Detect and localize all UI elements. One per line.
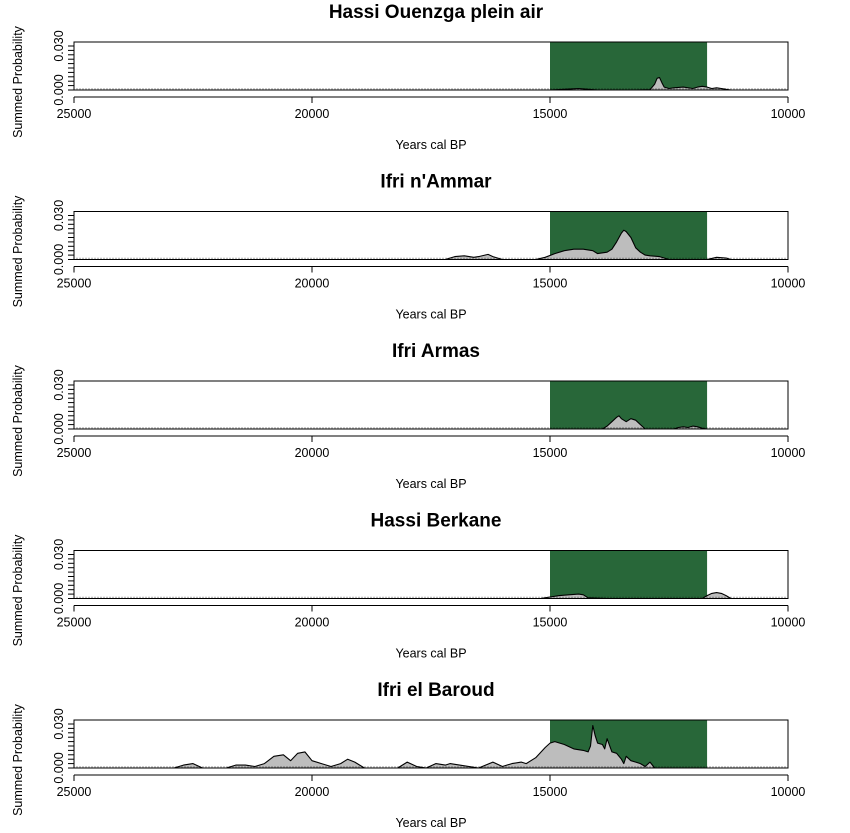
y-tick-label: 0.030 [52,539,66,570]
y-tick-label: 0.030 [52,369,66,400]
highlight-band [550,42,708,90]
x-tick-label: 25000 [57,107,92,121]
x-tick-label: 10000 [771,785,806,799]
plot-frame [73,550,789,599]
density-area [173,724,789,769]
panel-4: Hassi Berkane 0.000 0.030 Summed Probabilit… [11,511,805,661]
highlight-band [550,550,708,599]
y-tick-label: 0.000 [52,413,66,444]
x-axis-label: Years cal BP [395,138,466,152]
x-tick-label: 20000 [295,277,330,291]
x-tick-label: 10000 [771,446,806,460]
x-axis-label: Years cal BP [395,477,466,491]
panel-title: Ifri el Baroud [377,680,494,701]
x-tick-label: 20000 [295,107,330,121]
x-tick-label: 25000 [57,277,92,291]
y-axis-label: Summed Probability [11,364,25,477]
plot-frame [73,380,789,430]
plot-frame [73,41,789,91]
y-axis-label: Summed Probability [11,195,25,308]
x-tick-label: 15000 [533,446,568,460]
panel-5: Ifri el Baroud 0.000 0.030 Summed Probabili… [11,680,805,830]
x-axis-label: Years cal BP [395,308,466,322]
plot-frame [73,719,789,769]
x-tick-label: 10000 [771,616,806,630]
y-axis-label: Summed Probability [11,25,25,138]
y-tick-label: 0.030 [52,708,66,739]
panel-2: Ifri n'Ammar 0.000 0.030 Summed Probability… [11,172,805,322]
y-tick-label: 0.030 [52,30,66,61]
panel-title: Hassi Berkane [371,511,502,532]
x-tick-label: 20000 [295,446,330,460]
x-tick-label: 20000 [295,785,330,799]
x-axis-label: Years cal BP [395,647,466,661]
panel-title: Hassi Ouenzga plein air [329,2,544,23]
x-tick-label: 25000 [57,785,92,799]
y-tick-label: 0.030 [52,200,66,231]
x-axis-label: Years cal BP [395,816,466,830]
panel-3: Ifri Armas 0.000 0.030 Summed Probability 25… [11,341,805,491]
x-tick-label: 15000 [533,616,568,630]
x-tick-label: 10000 [771,277,806,291]
y-axis-label: Summed Probability [11,703,25,816]
y-tick-label: 0.000 [52,74,66,105]
y-tick-label: 0.000 [52,583,66,614]
y-axis-label: Summed Probability [11,534,25,647]
x-tick-label: 15000 [533,107,568,121]
y-tick-label: 0.000 [52,244,66,275]
x-tick-label: 20000 [295,616,330,630]
plot-frame [73,211,789,260]
x-tick-label: 15000 [533,785,568,799]
x-tick-label: 25000 [57,446,92,460]
panel-title: Ifri Armas [392,341,480,362]
y-tick-label: 0.000 [52,752,66,783]
x-tick-label: 15000 [533,277,568,291]
x-tick-label: 25000 [57,616,92,630]
panel-1: Hassi Ouenzga plein air 0.000 0.030 Summed … [11,2,805,152]
x-tick-label: 10000 [771,107,806,121]
panel-title: Ifri n'Ammar [380,172,492,193]
